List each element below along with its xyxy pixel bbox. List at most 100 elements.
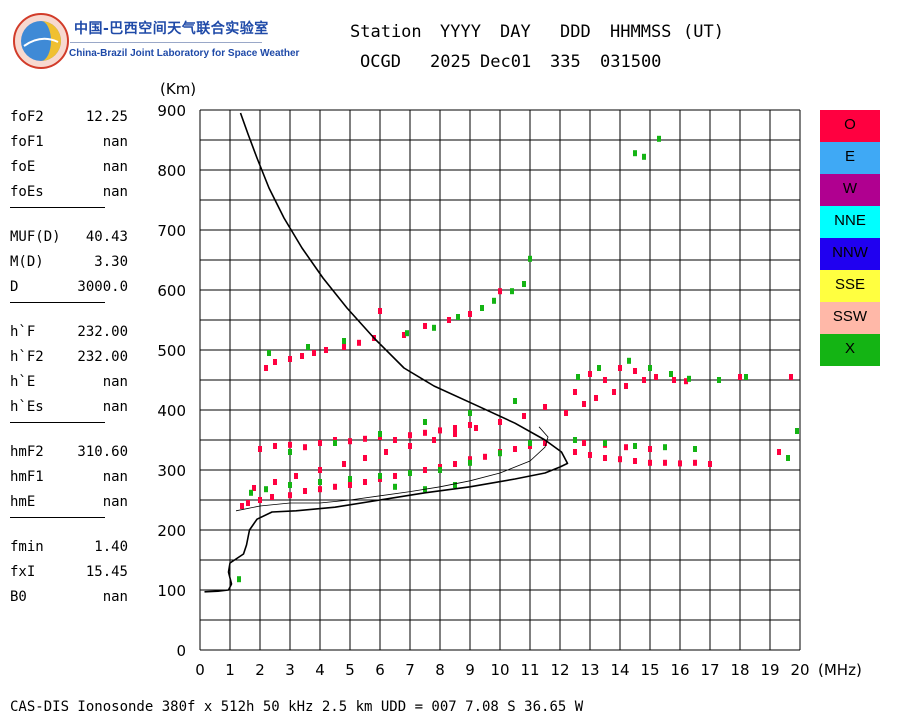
echo-point-o <box>438 427 442 434</box>
x-tick-label: 17 <box>700 661 719 679</box>
echo-point-o <box>357 339 361 346</box>
echo-point-o <box>288 492 292 499</box>
parameter-separator <box>10 416 105 423</box>
echo-point-o <box>498 288 502 295</box>
echo-point-o <box>342 344 346 350</box>
echo-point-o <box>333 483 337 490</box>
y-tick-label: 700 <box>157 222 186 240</box>
y-tick-label: 600 <box>157 282 186 300</box>
echo-point-o <box>393 473 397 479</box>
echo-point-x <box>348 476 352 482</box>
echo-point-o <box>318 486 322 493</box>
header-value-year: 2025 <box>430 52 471 72</box>
y-axis-label: (Km) <box>160 80 196 98</box>
echo-point-o <box>393 437 397 443</box>
echo-point-x <box>663 444 667 451</box>
electron-density-profile-curve <box>204 112 569 593</box>
echo-point-x <box>288 482 292 488</box>
echo-point-o <box>252 485 256 491</box>
echo-point-x <box>318 479 322 485</box>
legend-item-o: O <box>820 110 880 142</box>
echo-point-o <box>672 377 676 383</box>
echo-point-o <box>594 395 598 401</box>
parameter-name: hmE <box>10 494 36 510</box>
echo-point-x <box>513 398 517 404</box>
echo-point-x <box>342 338 346 344</box>
echo-point-o <box>678 460 682 467</box>
parameter-row: h`F2 232.00 <box>10 347 140 372</box>
echo-point-o <box>777 449 781 455</box>
echo-point-o <box>573 449 577 455</box>
echo-point-x <box>633 150 637 157</box>
x-tick-label: 2 <box>255 661 265 679</box>
parameter-name: D <box>10 279 19 295</box>
echo-point-o <box>618 365 622 371</box>
parameter-name: foF1 <box>10 134 44 150</box>
echo-point-o <box>603 455 607 461</box>
y-tick-label: 400 <box>157 402 186 420</box>
echo-point-o <box>564 410 568 416</box>
parameter-name: h`F2 <box>10 349 44 365</box>
echo-point-o <box>402 332 406 338</box>
echo-point-x <box>453 482 457 488</box>
echo-point-x <box>249 489 253 496</box>
echo-point-o <box>363 435 367 442</box>
echo-point-x <box>627 357 631 364</box>
echo-point-x <box>306 344 310 350</box>
echo-point-x <box>378 473 382 479</box>
echo-point-o <box>654 374 658 380</box>
echo-point-o <box>738 374 742 380</box>
echo-point-x <box>576 374 580 380</box>
echo-point-o <box>273 359 277 365</box>
parameter-value: 3.30 <box>94 254 128 270</box>
parameter-separator <box>10 201 105 208</box>
echo-point-x <box>237 576 241 583</box>
y-tick-label: 900 <box>157 102 186 120</box>
echo-point-x <box>648 365 652 371</box>
legend-item-w: W <box>820 174 880 206</box>
parameter-value: nan <box>102 184 128 200</box>
echo-point-x <box>264 486 268 493</box>
echo-point-x <box>492 297 496 304</box>
echo-point-o <box>588 452 592 458</box>
echo-point-o <box>342 461 346 467</box>
parameter-value: nan <box>102 134 128 150</box>
parameter-row: fxI 15.45 <box>10 562 140 587</box>
echo-point-o <box>612 389 616 395</box>
header-label-time: HHMMSS <box>610 22 672 42</box>
parameter-value: nan <box>102 494 128 510</box>
echo-point-x <box>288 449 292 455</box>
echo-point-x <box>744 374 748 380</box>
parameter-value: 1.40 <box>94 539 128 555</box>
echo-point-o <box>708 461 712 467</box>
parameter-row: h`Es nan <box>10 397 140 422</box>
echo-point-x <box>786 455 790 461</box>
header-value-station: OCGD <box>360 52 401 72</box>
legend-item-e: E <box>820 142 880 174</box>
echo-point-x <box>267 350 271 356</box>
echo-point-x <box>438 467 442 473</box>
echo-point-o <box>240 503 244 509</box>
echo-point-o <box>543 404 547 410</box>
parameter-name: B0 <box>10 589 27 605</box>
echo-point-o <box>246 500 250 506</box>
x-tick-label: 0 <box>195 661 205 679</box>
echo-point-x <box>669 371 673 377</box>
legend-item-sse: SSE <box>820 270 880 302</box>
legend-item-nnw: NNW <box>820 238 880 270</box>
echo-point-o <box>648 446 652 452</box>
x-tick-label: 13 <box>580 661 599 679</box>
echo-point-o <box>303 488 307 494</box>
x-tick-label: 7 <box>405 661 415 679</box>
echo-point-o <box>312 350 316 356</box>
y-tick-label: 0 <box>176 642 186 660</box>
echo-point-x <box>603 440 607 446</box>
echo-point-o <box>258 446 262 452</box>
echo-point-x <box>528 255 532 262</box>
x-tick-label: 12 <box>550 661 569 679</box>
echo-point-o <box>573 389 577 395</box>
header-value-doy: 335 <box>550 52 581 72</box>
echo-point-o <box>624 383 628 389</box>
legend-item-nne: NNE <box>820 206 880 238</box>
